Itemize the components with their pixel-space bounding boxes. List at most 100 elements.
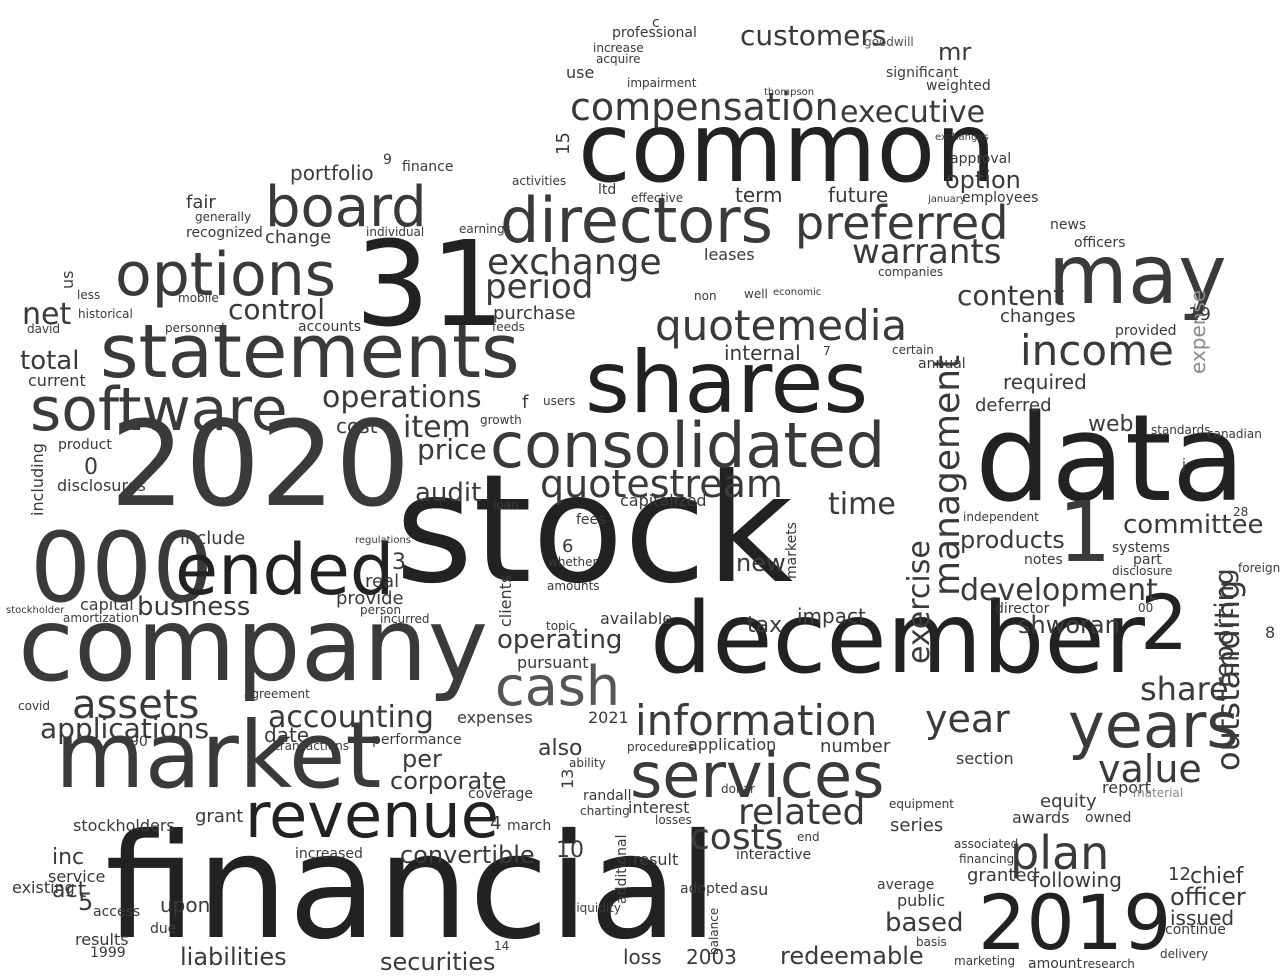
word-company: company <box>18 586 489 705</box>
word-content: content <box>957 279 1065 312</box>
word-stockholder: stockholder <box>6 605 65 616</box>
word-year: year <box>925 697 1010 741</box>
word-asu: asu <box>740 880 769 899</box>
word-statements: statements <box>100 309 520 395</box>
word-increased: increased <box>295 846 363 862</box>
word-amount: amount <box>1028 956 1083 972</box>
word-including: including <box>28 443 47 517</box>
word-equipment: equipment <box>889 797 954 811</box>
word-capital: capital <box>80 595 134 614</box>
word-procedures: procedures <box>627 740 695 754</box>
word-markets: markets <box>784 521 800 579</box>
word-3: 3 <box>392 550 406 575</box>
word-19: 19 <box>1188 304 1211 325</box>
word-weighted: weighted <box>926 78 991 94</box>
word-committee: committee <box>1123 510 1264 540</box>
word-officers: officers <box>1074 235 1126 251</box>
word-value: value <box>1098 747 1202 791</box>
word-person: person <box>360 603 402 617</box>
word-section: section <box>956 749 1014 768</box>
word-employees: employees <box>962 190 1039 206</box>
word-expense: expense <box>1186 289 1210 374</box>
word-systems: systems <box>1112 540 1170 556</box>
word-business: business <box>137 592 251 622</box>
word-capitalized: capitalized <box>620 491 707 510</box>
word-9: 9 <box>383 152 392 168</box>
word-costs: costs <box>690 817 784 858</box>
word-cash: cash <box>495 655 621 718</box>
word-current: current <box>28 371 86 390</box>
word-following: following <box>1032 868 1122 892</box>
word-2: 2 <box>1140 578 1189 667</box>
word-shares: shares <box>585 333 869 433</box>
word-date: date <box>264 723 310 747</box>
word-7: 7 <box>823 344 831 358</box>
word-grant: grant <box>195 806 244 827</box>
word-2019: 2019 <box>978 878 1172 967</box>
word-include: include <box>180 528 246 549</box>
word-10: 10 <box>556 838 584 863</box>
word-ended: ended <box>175 529 395 611</box>
word-effective: effective <box>631 191 684 205</box>
word-material: material <box>1133 786 1184 800</box>
word-amortization: amortization <box>63 611 139 625</box>
word-total: total <box>20 346 80 376</box>
word-per: per <box>402 745 442 773</box>
word-finance: finance <box>402 159 454 175</box>
word-provided: provided <box>1115 323 1177 339</box>
word-activities: activities <box>512 174 567 188</box>
word-operating: operating <box>497 625 623 655</box>
word-agreement: agreement <box>244 687 310 701</box>
word-amounts: amounts <box>547 579 600 593</box>
word-13: 13 <box>558 768 577 790</box>
word-quotemedia: quotemedia <box>655 301 908 350</box>
word-research: research <box>1083 957 1135 971</box>
word-associated: associated <box>954 837 1019 851</box>
word-control: control <box>228 293 326 326</box>
word-upon: upon <box>160 893 211 917</box>
word-warrants: warrants <box>852 232 1002 272</box>
word-information: information <box>635 696 878 745</box>
word-14: 14 <box>494 939 510 953</box>
word-1999: 1999 <box>90 945 126 961</box>
word-act: act <box>52 878 87 903</box>
word-ltd: ltd <box>598 182 617 198</box>
word-clients: clients <box>496 574 515 628</box>
word-mobile: mobile <box>178 291 219 305</box>
word-notes: notes <box>1024 552 1063 568</box>
word-executive: executive <box>840 95 986 130</box>
word-real: real <box>365 571 400 592</box>
word-exchange: exchange <box>487 242 662 283</box>
word-economic: economic <box>773 287 822 298</box>
word-years: years <box>1068 689 1239 762</box>
word-90: 90 <box>130 734 148 750</box>
word-topic: topic <box>546 619 576 633</box>
word-portfolio: portfolio <box>290 161 374 185</box>
word-number: number <box>820 736 891 757</box>
word-incurred: incurred <box>380 612 430 626</box>
word-28: 28 <box>1233 505 1249 519</box>
word-change: change <box>265 227 332 248</box>
word-redeemable: redeemable <box>780 942 924 970</box>
word-required: required <box>1003 370 1087 394</box>
word-12: 12 <box>1168 864 1191 885</box>
word-00: 00 <box>1138 601 1154 615</box>
word-stock: stock <box>395 443 794 617</box>
word-option: option <box>945 166 1021 194</box>
word-item: item <box>403 410 471 445</box>
word-financing: financing <box>959 852 1015 866</box>
word-31: 31 <box>355 215 506 353</box>
word-recognized: recognized <box>186 225 263 241</box>
word-charting: charting <box>580 804 630 818</box>
word-directors: directors <box>500 184 773 257</box>
word-users: users <box>543 394 576 408</box>
word-compensation: compensation <box>570 85 839 129</box>
word-loan: loan <box>493 498 519 512</box>
word-companies: companies <box>878 265 944 279</box>
word-product: product <box>58 437 112 453</box>
word-generally: generally <box>195 210 252 224</box>
word-leases: leases <box>704 245 755 264</box>
word-8: 8 <box>1265 623 1276 642</box>
word-david: david <box>27 322 61 336</box>
word-use: use <box>566 63 595 82</box>
